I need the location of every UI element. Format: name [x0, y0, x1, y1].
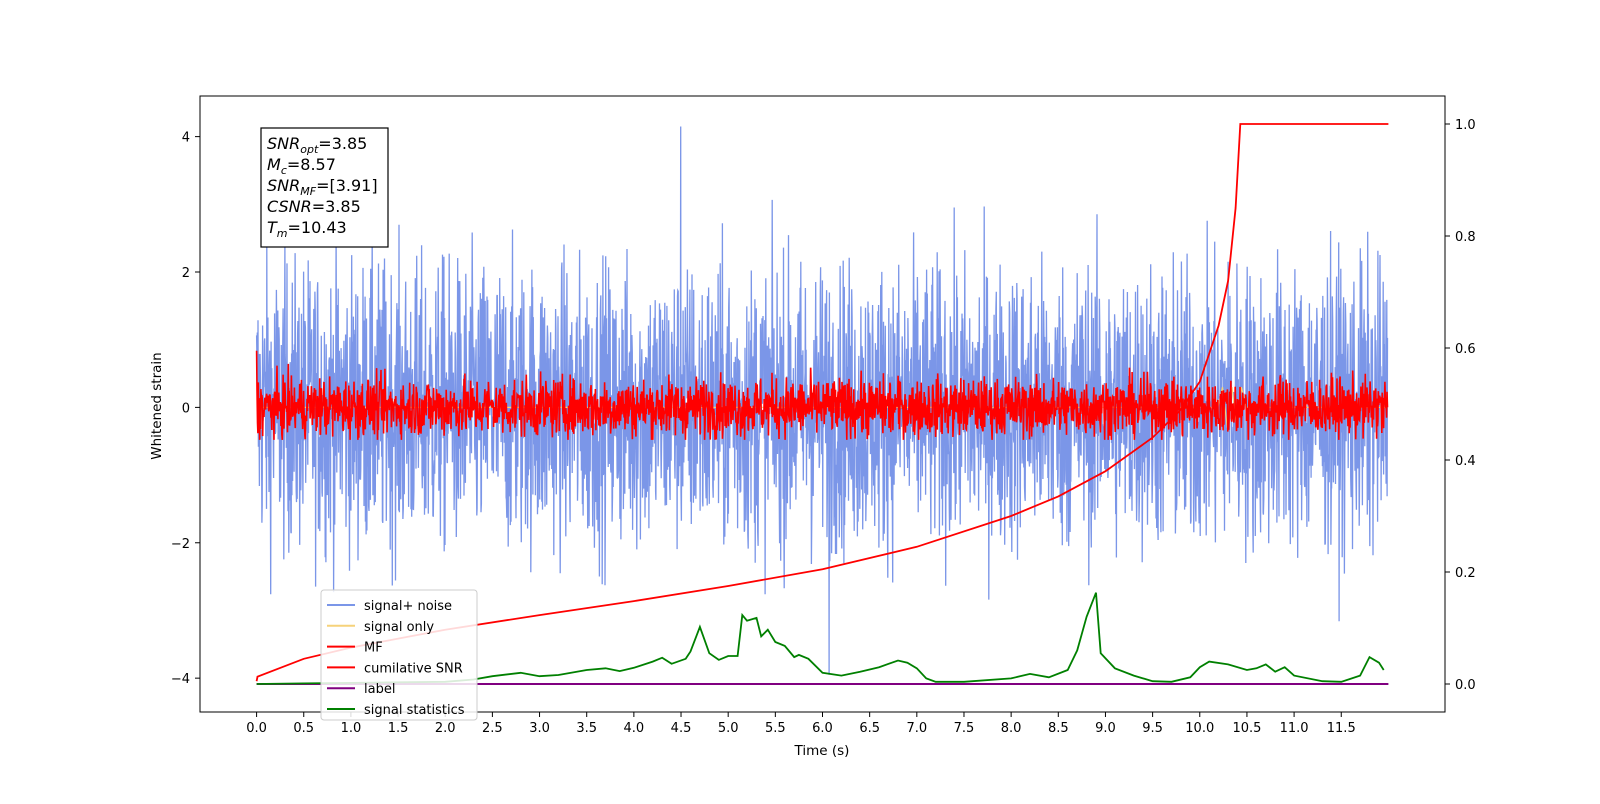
x-tick-label: 2.5	[482, 721, 503, 736]
x-tick-label: 0.0	[246, 721, 267, 736]
x-tick-label: 8.0	[1001, 721, 1022, 736]
x-tick-label: 11.0	[1280, 721, 1309, 736]
y-tick-label: 0	[182, 401, 190, 416]
legend-entry: signal statistics	[364, 703, 465, 718]
legend-entry: MF	[364, 641, 383, 656]
info-line: CSNR=3.85	[267, 197, 361, 216]
info-line: Tm=10.43	[267, 218, 347, 240]
legend-entry: signal+ noise	[364, 599, 452, 614]
legend-frame	[320, 589, 478, 721]
legend: signal+ noise signal only MF cumilative SNR…	[320, 589, 478, 721]
y2-tick-label: 1.0	[1455, 118, 1476, 133]
series-signal-statistics	[256, 592, 1385, 685]
y-tick-label: 2	[182, 266, 190, 281]
y-tick-label: 4	[182, 131, 190, 146]
x-axis-ticks: 0.0 0.5 1.0 1.5 2.0 2.5 3.0 3.5 4.0 4.5 5.0 5.5 6.0 6…	[246, 712, 1356, 736]
y2-tick-label: 0.2	[1455, 566, 1476, 581]
series-mf	[255, 350, 1389, 440]
x-tick-label: 10.5	[1232, 721, 1261, 736]
y-tick-label: −2	[171, 537, 190, 552]
info-line: SNRMF=[3.91]	[267, 176, 378, 198]
x-tick-label: 5.5	[765, 721, 786, 736]
x-tick-label: 3.5	[576, 721, 597, 736]
x-axis-label: Time (s)	[794, 743, 850, 759]
x-tick-label: 7.5	[954, 721, 975, 736]
y2-tick-label: 0.6	[1455, 342, 1476, 357]
x-tick-label: 6.0	[812, 721, 833, 736]
x-tick-label: 6.5	[859, 721, 880, 736]
legend-entry: cumilative SNR	[364, 661, 463, 676]
info-line: Mc=8.57	[267, 155, 336, 177]
x-tick-label: 9.0	[1095, 721, 1116, 736]
y2-tick-label: 0.8	[1455, 230, 1476, 245]
x-tick-label: 2.0	[435, 721, 456, 736]
x-tick-label: 9.5	[1142, 721, 1163, 736]
x-tick-label: 4.0	[624, 721, 645, 736]
y-tick-label: −4	[171, 672, 190, 687]
info-line: SNRopt=3.85	[267, 134, 367, 156]
series-signal-noise	[255, 126, 1389, 675]
y2-tick-label: 0.4	[1455, 454, 1476, 469]
info-box-frame	[260, 127, 389, 248]
legend-entry: label	[364, 682, 395, 697]
y-axis-ticks: −4 −2 0 2 4	[171, 131, 200, 687]
x-tick-label: 8.5	[1048, 721, 1069, 736]
y-axis-label: Whitened strain	[149, 352, 165, 459]
x-tick-label: 7.0	[906, 721, 927, 736]
legend-entry: signal only	[364, 620, 434, 635]
x-tick-label: 1.0	[341, 721, 362, 736]
y2-axis-ticks: 0.0 0.2 0.4 0.6 0.8 1.0	[1445, 118, 1476, 693]
y2-tick-label: 0.0	[1455, 678, 1476, 693]
x-tick-label: 5.0	[718, 721, 739, 736]
x-tick-label: 11.5	[1327, 721, 1356, 736]
x-tick-label: 0.5	[293, 721, 314, 736]
x-tick-label: 4.5	[671, 721, 692, 736]
x-tick-label: 1.5	[388, 721, 409, 736]
x-tick-label: 3.0	[529, 721, 550, 736]
x-tick-label: 10.0	[1185, 721, 1214, 736]
